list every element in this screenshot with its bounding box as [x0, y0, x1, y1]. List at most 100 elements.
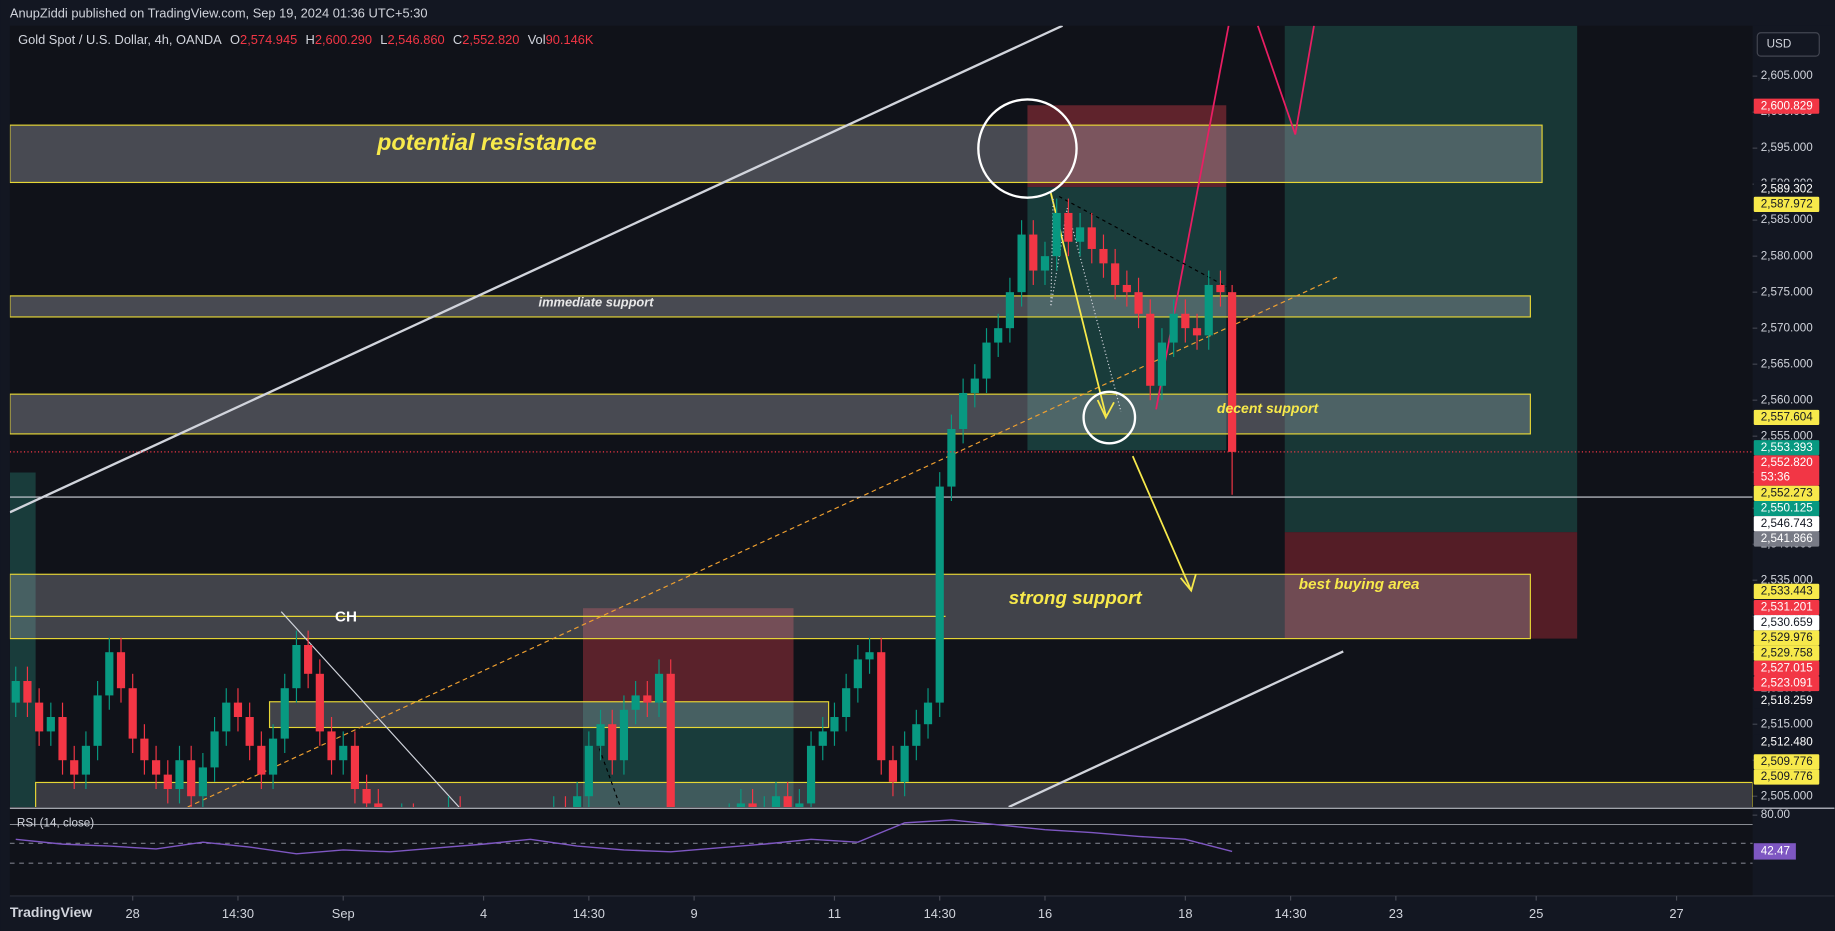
annotation: strong support [1009, 587, 1143, 608]
price-tag [1753, 181, 1820, 197]
price-tag-label: 2,557.604 [1761, 411, 1813, 424]
highlight-circle [1082, 390, 1137, 445]
candle-body [350, 745, 360, 790]
x-tick-label: 27 [1669, 906, 1683, 921]
zone [9, 573, 1531, 640]
candle-body [608, 724, 617, 761]
candle-body [584, 745, 593, 797]
annotation: potential resistance [376, 129, 597, 155]
candle-body [923, 702, 933, 725]
candle-body [222, 702, 231, 732]
candle-body [631, 695, 640, 710]
x-tick-label: 16 [1038, 906, 1052, 921]
candle-body [643, 695, 652, 703]
arrow [1179, 574, 1197, 593]
candle-body [842, 688, 851, 718]
candle-body [1204, 284, 1213, 336]
price-tag [1753, 500, 1820, 517]
price-tag [1753, 599, 1820, 616]
price-tag [1753, 630, 1820, 646]
candle-body [619, 709, 629, 761]
x-tick-label: 18 [1178, 906, 1192, 921]
ohlc-key: H [306, 32, 315, 47]
candle-body [1146, 313, 1155, 386]
x-tick-label: 14:30 [1275, 906, 1307, 921]
candle-body [666, 673, 675, 808]
annotation: decent support [1217, 400, 1320, 416]
candle-body [970, 378, 979, 393]
price-tag-label: 2,523.091 [1761, 677, 1813, 690]
candle-body [994, 328, 1003, 343]
position-box [582, 608, 794, 702]
candle-body [900, 745, 909, 782]
candle-body [795, 803, 804, 808]
currency-button[interactable] [1756, 32, 1820, 57]
price-tag-label: 2,529.976 [1761, 631, 1813, 644]
candle-body [35, 702, 44, 732]
ohlc-key: O [230, 32, 240, 47]
highlight-circle [977, 98, 1078, 199]
pattern-line [598, 748, 621, 808]
candle-body [783, 796, 792, 808]
price-tag-label: 2,527.015 [1761, 661, 1813, 674]
position-box [1284, 25, 1578, 533]
price-tag-label: 2,533.443 [1761, 585, 1813, 598]
x-tick-label: 4 [480, 906, 487, 921]
zone [9, 295, 1531, 318]
currency[interactable]: USD [1767, 38, 1792, 51]
candle-body [1005, 292, 1014, 329]
ohlc-value: 2,552.820 [462, 32, 519, 47]
rsi-value-tag [1753, 843, 1796, 860]
candle-body [315, 673, 324, 732]
price-tag-label: 2,541.866 [1761, 532, 1813, 545]
candle-body [187, 760, 196, 797]
candle-body [175, 760, 184, 790]
price-tag-label: 2,530.659 [1761, 616, 1813, 629]
candle-body [1169, 313, 1178, 343]
price-tag-label: 2,589.302 [1761, 182, 1813, 195]
price-tag [1753, 660, 1820, 676]
candle-body [362, 789, 371, 804]
candle-body [292, 645, 301, 689]
ohlc-value: 2,574.945 [240, 32, 297, 47]
channel-line [1008, 650, 1344, 808]
symbol-legend: Gold Spot / U.S. Dollar, 4h, OANDA O2,57… [18, 32, 594, 47]
y-tick-label: 2,585.000 [1761, 213, 1813, 226]
price-tag [1753, 693, 1820, 709]
price-tag [1753, 675, 1820, 692]
candle-body [1181, 313, 1190, 329]
price-tag [1753, 583, 1820, 600]
candle-body [1075, 227, 1085, 242]
position-box [1284, 532, 1578, 639]
symbol: Gold Spot / U.S. Dollar, 4h, OANDA [18, 32, 222, 47]
price-tag-label: 2,553.393 [1761, 441, 1813, 454]
annotation: best buying area [1299, 576, 1420, 593]
arrow [1131, 455, 1192, 591]
candle-body [304, 645, 313, 674]
annotation: CH [335, 609, 357, 626]
x-tick-label: 14:30 [573, 906, 605, 921]
price-tag [1753, 98, 1820, 114]
channel-line [9, 25, 1064, 514]
candle-body [58, 717, 67, 761]
price-tag [1753, 409, 1820, 426]
candle-body [853, 659, 862, 689]
price-tag [1753, 196, 1820, 212]
candle-body [280, 688, 289, 739]
ohlc-value: 2,546.860 [387, 32, 444, 47]
candle-body [1111, 263, 1120, 285]
brand: TradingView [10, 904, 92, 920]
x-tick-label: Sep [332, 906, 355, 921]
price-tag [1753, 734, 1820, 750]
x-tick-label: 14:30 [924, 906, 956, 921]
price-tag-label: 2,512.480 [1761, 735, 1813, 748]
rsi-line [15, 819, 1233, 855]
candle-body [1087, 227, 1096, 249]
candle-body [806, 745, 816, 804]
candle-body [947, 428, 956, 487]
candle-body [1099, 248, 1108, 264]
y-tick-label: 2,580.000 [1761, 249, 1813, 262]
candle-body [1157, 342, 1167, 386]
